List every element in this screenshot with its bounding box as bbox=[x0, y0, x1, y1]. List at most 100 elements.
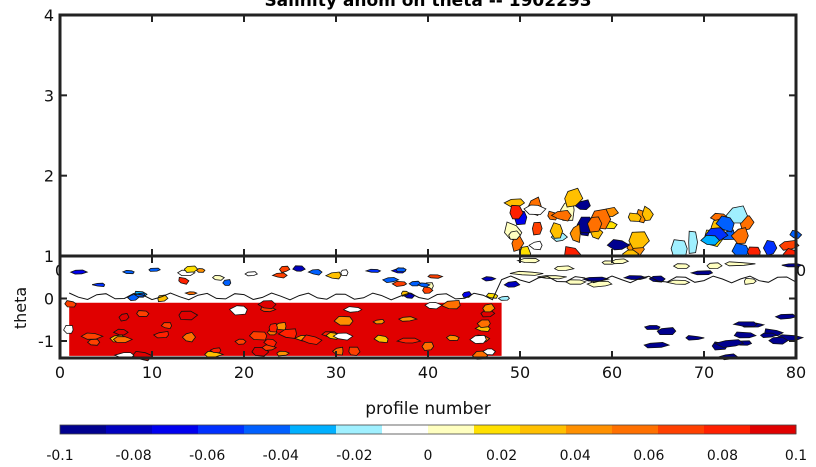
contour-patch bbox=[481, 276, 497, 282]
contour-patch bbox=[391, 280, 408, 287]
contour-patch bbox=[482, 303, 496, 313]
lower-xtick-label: 50 bbox=[510, 363, 530, 382]
contour-patch bbox=[648, 275, 666, 283]
contour-patch bbox=[422, 286, 434, 294]
contour-patch bbox=[641, 205, 654, 222]
contour-patch bbox=[497, 295, 510, 301]
colorbar-frame bbox=[59, 424, 797, 435]
contour-patch bbox=[63, 324, 74, 334]
contour-patch bbox=[268, 322, 278, 333]
contour-patch bbox=[672, 263, 691, 269]
contour-patch bbox=[160, 322, 173, 330]
contour-patch bbox=[333, 315, 354, 326]
contour-patch bbox=[332, 332, 354, 341]
colorbar: -0.1 -0.08 -0.06 -0.04 -0.02 0 0.02 0.04 0.06 0.0… bbox=[46, 424, 807, 464]
contour-patch bbox=[372, 318, 385, 325]
lower-ytick-label: -1 bbox=[38, 332, 54, 351]
contour-patch bbox=[427, 274, 444, 279]
x-axis-label: profile number bbox=[365, 399, 490, 419]
lower-xtick-label: 70 bbox=[694, 363, 714, 382]
contour-patch bbox=[503, 280, 521, 288]
upper-ytick-label: 3 bbox=[44, 86, 54, 105]
contour-patch bbox=[112, 336, 134, 343]
contour-patch bbox=[348, 346, 361, 356]
colorbar-cell bbox=[106, 425, 153, 434]
contour-patch bbox=[700, 234, 720, 246]
contour-patch bbox=[733, 331, 757, 339]
contour-patch bbox=[148, 267, 161, 272]
contour-patch bbox=[516, 258, 541, 264]
lower-xtick-label: 40 bbox=[418, 363, 438, 382]
colorbar-tick-label: 0 bbox=[424, 448, 433, 464]
colorbar-tick-label: -0.1 bbox=[46, 448, 73, 464]
contour-patch bbox=[69, 269, 89, 275]
contour-patch bbox=[292, 265, 306, 272]
lower-ytick-label: 0 bbox=[44, 290, 54, 309]
contour-patch bbox=[587, 216, 603, 233]
contour-patch bbox=[324, 271, 342, 280]
contour-patch bbox=[244, 271, 258, 277]
contour-patch bbox=[732, 321, 758, 328]
contour-patch bbox=[136, 310, 150, 317]
contour-patch bbox=[715, 215, 735, 233]
upper-ytick-label: 2 bbox=[44, 167, 54, 186]
colorbar-cell bbox=[244, 425, 291, 434]
lower-y-tick-labels: 0 10 20 30 40 50 60 70 80-10 bbox=[38, 290, 806, 383]
colorbar-tick-label: 0.02 bbox=[486, 448, 517, 464]
colorbar-cell bbox=[382, 425, 429, 434]
contour-patch bbox=[121, 269, 135, 275]
zero-contour-line bbox=[68, 275, 797, 301]
lower-xtick-label: 80 bbox=[786, 363, 806, 382]
lower-xtick-label: 60 bbox=[602, 363, 622, 382]
upper-ytick-label: 4 bbox=[44, 6, 54, 25]
upper-ytick-label: 1 bbox=[44, 247, 54, 266]
contour-patch bbox=[86, 338, 101, 346]
lower-xtick-label: 0 bbox=[55, 363, 65, 382]
contour-patch bbox=[713, 339, 745, 348]
lower-panel: 0 10 20 30 40 50 60 70 80-10 theta profile numbe… bbox=[11, 254, 806, 419]
colorbar-tick-label: 0.1 bbox=[785, 448, 807, 464]
colorbar-tick-label: -0.08 bbox=[115, 448, 151, 464]
contour-patch bbox=[234, 338, 247, 345]
contour-patch bbox=[277, 328, 297, 339]
contour-patch bbox=[627, 212, 642, 222]
contour-patch bbox=[278, 265, 291, 273]
lower-xtick-label: 10 bbox=[142, 363, 162, 382]
contour-patch bbox=[263, 338, 278, 348]
contour-patch bbox=[643, 325, 661, 330]
contour-patch bbox=[528, 240, 543, 251]
upper-panel: 102030405060701234 080 bbox=[44, 6, 806, 280]
contour-patch bbox=[643, 341, 671, 349]
contour-patch bbox=[768, 336, 789, 345]
contour-patch bbox=[397, 316, 418, 322]
contour-patch bbox=[342, 306, 363, 313]
colorbar-tick-labels: -0.1 -0.08 -0.06 -0.04 -0.02 0 0.02 0.04 0.06 0.0… bbox=[46, 448, 807, 464]
contour-patch bbox=[381, 277, 400, 284]
contour-patch bbox=[276, 350, 291, 357]
y-axis-label: theta bbox=[11, 287, 30, 329]
contour-patch bbox=[549, 222, 564, 239]
contour-patch bbox=[774, 313, 798, 320]
contour-patch bbox=[476, 319, 491, 329]
contour-patch bbox=[685, 335, 705, 341]
contour-patch bbox=[725, 205, 748, 224]
colorbar-tick-label: 0.08 bbox=[707, 448, 738, 464]
colorbar-cell bbox=[60, 425, 107, 434]
colorbar-cell bbox=[566, 425, 613, 434]
lower-xtick-label: 20 bbox=[234, 363, 254, 382]
colorbar-cell bbox=[750, 425, 797, 434]
chart-title: Salinity anom on theta -- 1902293 bbox=[264, 0, 591, 11]
contour-patch bbox=[743, 277, 757, 285]
contour-patch bbox=[628, 231, 650, 249]
contour-patch bbox=[152, 330, 169, 339]
lower-contour-fill bbox=[63, 258, 805, 362]
colorbar-cell bbox=[658, 425, 705, 434]
contour-patch bbox=[706, 262, 723, 270]
contour-patch bbox=[574, 199, 591, 211]
colorbar-cell bbox=[520, 425, 567, 434]
colorbar-cells bbox=[60, 425, 797, 434]
contour-patch bbox=[112, 328, 129, 336]
colorbar-tick-label: -0.02 bbox=[336, 448, 372, 464]
contour-patch bbox=[222, 279, 232, 286]
